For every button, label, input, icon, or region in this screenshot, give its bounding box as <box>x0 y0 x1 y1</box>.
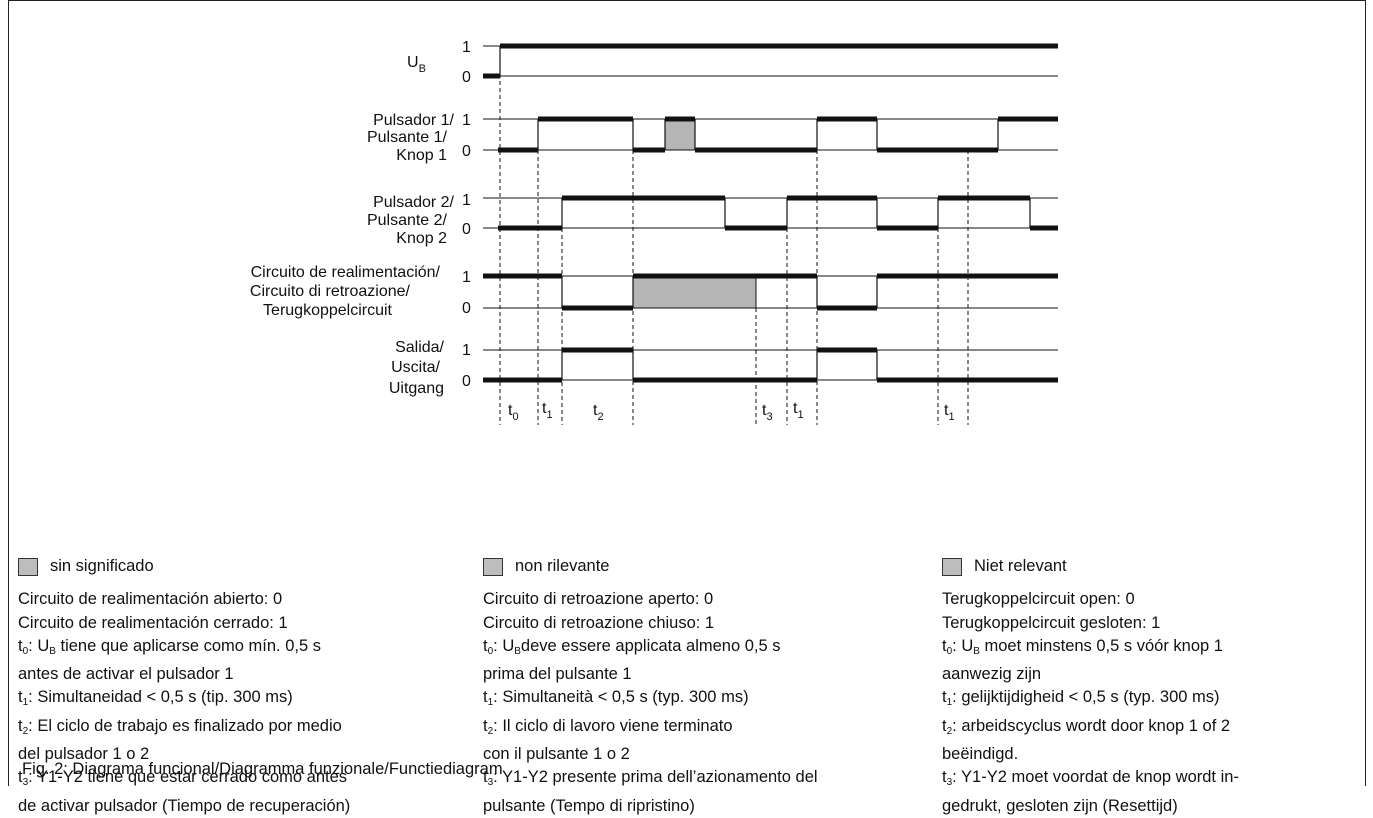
level-high-out: 1 <box>462 342 471 359</box>
signal-label-p2-l2: Pulsante 2/ <box>367 212 448 229</box>
signal-label-ub: UB <box>407 54 426 75</box>
figure-frame <box>8 0 1366 786</box>
legend-row-nl: Niet relevant <box>942 555 1239 578</box>
signal-label-p1-l1: Pulsador 1/ <box>373 112 454 129</box>
text-line: t2: El ciclo de trabajo es finalizado po… <box>18 716 342 737</box>
dont-care-region <box>664 118 696 151</box>
text-line: t1: Simultaneidad < 0,5 s (tip. 300 ms) <box>18 688 293 709</box>
text-line: t0: UB tiene que aplicarse como mín. 0,5… <box>18 636 321 657</box>
signal-label-p1-l3: Knop 1 <box>396 147 447 164</box>
timing-diagram: UB 1 0 Pulsador 1/ Pulsante 1/ Knop 1 1 … <box>250 39 1058 425</box>
signal-label-p2-l1: Pulsador 2/ <box>373 194 454 211</box>
level-low-fb: 0 <box>462 300 471 317</box>
level-low-out: 0 <box>462 373 471 390</box>
level-low-p2: 0 <box>462 221 471 238</box>
text-line: Circuito di retroazione aperto: 0 <box>483 590 714 609</box>
legend-column-it: non rilevante Circuito di retroazione ap… <box>483 555 818 818</box>
time-label-t1-c: t1 <box>944 402 955 423</box>
level-low-p1: 0 <box>462 143 471 160</box>
waveforms <box>483 43 1058 383</box>
signal-label-p1-l2: Pulsante 1/ <box>367 129 448 146</box>
text-line: t3: Y1-Y2 tiene que estar cerrado como a… <box>18 768 348 789</box>
figure-caption: Fig. 2: Diagrama funcional/Diagramma fun… <box>22 760 503 778</box>
signal-label-fb-l2: Circuito di retroazione/ <box>250 283 411 300</box>
dont-care-swatch <box>483 557 503 576</box>
text-line: antes de activar el pulsador 1 <box>18 665 234 684</box>
signal-label-out-l1: Salida/ <box>395 339 444 356</box>
signal-label-p2-l3: Knop 2 <box>396 230 447 247</box>
text-line: t2: arbeidscyclus wordt door knop 1 of 2 <box>942 716 1231 737</box>
text-line: t3: Y1-Y2 presente prima dell’azionament… <box>483 768 818 789</box>
time-label-t1-a: t1 <box>542 400 553 421</box>
level-high-p2: 1 <box>462 192 471 209</box>
text-line: Circuito de realimentación cerrado: 1 <box>18 613 288 632</box>
text-line: t3: Y1-Y2 moet voordat de knop wordt in- <box>942 768 1239 789</box>
time-label-t1-b: t1 <box>793 400 804 421</box>
level-low-ub: 0 <box>462 69 471 86</box>
signal-label-fb-l1: Circuito de realimentación/ <box>251 264 441 281</box>
text-line: t0: UB moet minstens 0,5 s vóór knop 1 <box>942 636 1223 657</box>
text-line: con il pulsante 1 o 2 <box>483 745 630 764</box>
time-label-t2: t2 <box>593 402 604 423</box>
level-high-ub: 1 <box>462 39 471 56</box>
text-line: pulsante (Tempo di ripristino) <box>483 796 695 815</box>
time-label-t3: t3 <box>762 402 773 423</box>
text-line: t1: Simultaneità < 0,5 s (typ. 300 ms) <box>483 688 749 709</box>
time-label-t0: t0 <box>508 402 519 423</box>
time-markers <box>499 60 969 425</box>
legend-label-nl: Niet relevant <box>974 557 1067 575</box>
dont-care-swatch <box>18 557 38 576</box>
text-line: aanwezig zijn <box>942 665 1042 684</box>
text-line: de activar pulsador (Tiempo de recuperac… <box>18 796 351 815</box>
signal-label-fb-l3: Terugkoppelcircuit <box>263 302 393 319</box>
level-high-fb: 1 <box>462 269 471 286</box>
legend-label-es: sin significado <box>50 557 154 575</box>
text-line: prima del pulsante 1 <box>483 665 632 684</box>
signal-label-out-l3: Uitgang <box>389 380 444 397</box>
legend-column-nl: Niet relevant Terugkoppelcircuit open: 0… <box>942 555 1239 818</box>
text-line: del pulsador 1 o 2 <box>18 745 150 764</box>
signal-label-out-l2: Uscita/ <box>391 359 440 376</box>
text-line: t2: Il ciclo di lavoro viene terminato <box>483 716 733 737</box>
text-line: Terugkoppelcircuit gesloten: 1 <box>942 613 1161 632</box>
dont-care-swatch <box>942 557 962 576</box>
text-line: beëindigd. <box>942 745 1019 764</box>
text-line: Circuito de realimentación abierto: 0 <box>18 590 283 609</box>
text-line: Terugkoppelcircuit open: 0 <box>942 590 1135 609</box>
text-line: Circuito di retroazione chiuso: 1 <box>483 613 715 632</box>
text-line: t0: UBdeve essere applicata almeno 0,5 s <box>483 636 781 657</box>
text-line: gedrukt, gesloten zijn (Resettijd) <box>942 796 1178 815</box>
legend-label-it: non rilevante <box>515 557 610 575</box>
text-line: t1: gelijktijdigheid < 0,5 s (typ. 300 m… <box>942 688 1220 709</box>
legend-row-es: sin significado <box>18 555 350 578</box>
legend-row-it: non rilevante <box>483 555 818 578</box>
level-high-p1: 1 <box>462 112 471 129</box>
dont-care-region <box>632 275 757 309</box>
